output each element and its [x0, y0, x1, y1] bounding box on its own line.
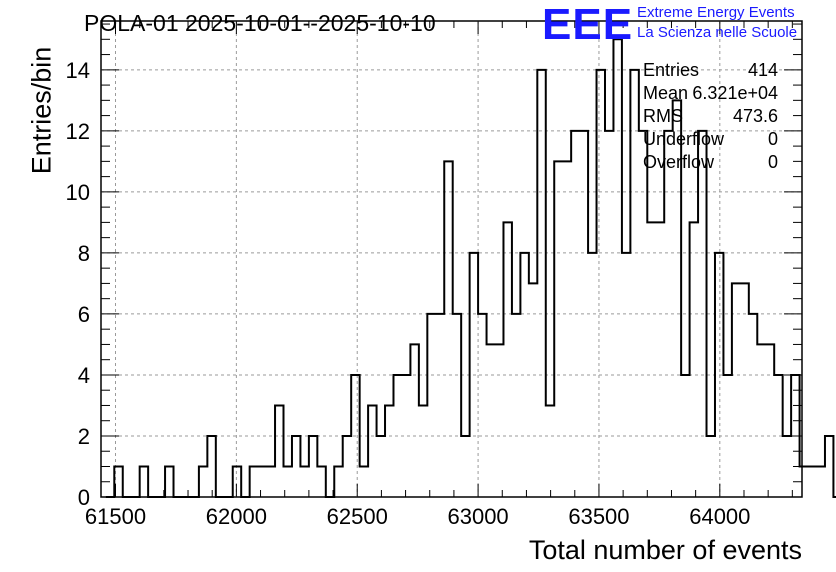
stat-underflow-label: Underflow: [643, 129, 725, 149]
y-tick-label: 2: [78, 424, 90, 449]
y-tick-label: 4: [78, 363, 90, 388]
stat-overflow-label: Overflow: [643, 152, 715, 172]
chart-title: POLA-01 2025-10-01--2025-10-10: [84, 10, 436, 36]
stat-mean-value: 6.321e+04: [692, 83, 778, 103]
stat-entries-label: Entries: [643, 60, 700, 80]
stat-underflow-value: 0: [767, 129, 778, 149]
grid-lines: [101, 21, 802, 497]
y-tick-label: 8: [78, 241, 90, 266]
x-tick-label: 63000: [447, 504, 508, 529]
y-tick-label: 0: [78, 485, 90, 510]
x-tick-label: 61500: [85, 504, 146, 529]
logo-line-1: Extreme Energy Events: [637, 4, 795, 21]
stat-rms-value: 473.6: [732, 106, 778, 126]
x-axis-label: Total number of events: [528, 535, 802, 565]
x-tick-label: 64000: [689, 504, 750, 529]
tick-labels: 61500 62000 62500 63000 63500 64000 0 2 4 6 8 10 12 1…: [66, 58, 751, 529]
plot-frame: [100, 20, 803, 498]
eee-logo: EEE: [542, 0, 634, 49]
x-tick-label: 63500: [568, 504, 629, 529]
y-axis-label: Entries/bin: [26, 46, 57, 175]
x-tick-label: 62500: [327, 504, 388, 529]
stat-rms-label: RMS: [643, 106, 683, 126]
stat-overflow-value: 0: [767, 152, 778, 172]
x-tick-label: 62000: [206, 504, 267, 529]
logo-line-2: La Scienza nelle Scuole: [637, 24, 798, 41]
stat-entries-value: 414: [747, 60, 778, 80]
y-tick-label: 10: [66, 180, 90, 205]
histogram-outline: [105, 38, 836, 498]
y-tick-label: 14: [66, 58, 90, 83]
y-tick-label: 6: [78, 302, 90, 327]
stat-mean-label: Mean: [643, 83, 689, 103]
y-tick-label: 12: [66, 119, 90, 144]
